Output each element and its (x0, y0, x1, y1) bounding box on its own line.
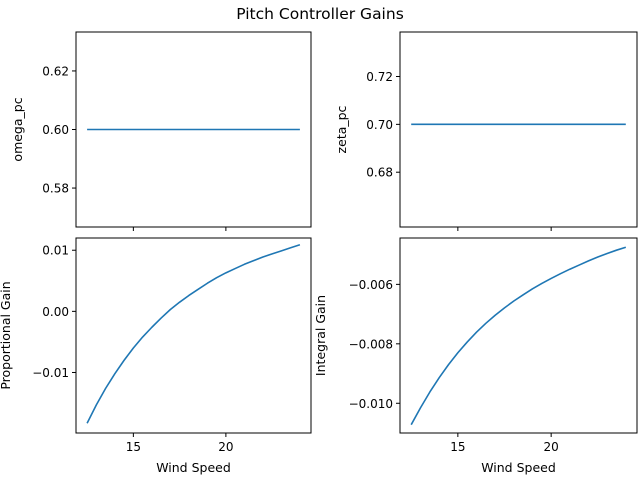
x-axis-label: Wind Speed (156, 460, 231, 475)
y-tick-label: 0.00 (42, 305, 69, 319)
x-tick-label: 20 (544, 440, 559, 454)
y-tick-label: −0.006 (349, 278, 393, 292)
series-line-4-1 (410, 246, 627, 426)
y-axis-label: zeta_pc (334, 105, 349, 153)
subplot-4: 15 20 −0.010 −0.008 −0.006 Integral Gain Wind … (313, 237, 638, 475)
y-tick-label: 0.01 (42, 244, 69, 258)
y-tick-label: 0.68 (366, 166, 393, 180)
axes-frame (399, 31, 638, 228)
y-tick-label: −0.010 (349, 397, 393, 411)
figure-title: Pitch Controller Gains (236, 5, 404, 23)
axes-frame (75, 237, 312, 434)
x-tick-label: 15 (126, 440, 141, 454)
y-tick-label: 0.58 (42, 182, 69, 196)
y-axis-label: Proportional Gain (0, 281, 13, 389)
subplot-grid: 0.58 0.60 0.62 omega_pc 0.68 0.70 0.72 zeta_pc 1… (0, 31, 638, 475)
x-tick-label: 15 (450, 440, 465, 454)
y-tick-label: 0.72 (366, 70, 393, 84)
subplot-3: 15 20 −0.01 0.00 0.01 Proportional Gain Wind S… (0, 237, 312, 475)
y-tick-label: −0.01 (32, 366, 69, 380)
y-tick-label: −0.008 (349, 337, 393, 351)
y-tick-label: 0.70 (366, 118, 393, 132)
x-tick-label: 20 (218, 440, 233, 454)
subplot-2: 0.68 0.70 0.72 zeta_pc (334, 31, 638, 231)
series-line-3-1 (86, 243, 301, 424)
x-axis-label: Wind Speed (481, 460, 556, 475)
y-tick-label: 0.60 (42, 123, 69, 137)
axes-frame (399, 237, 638, 434)
y-axis-label: omega_pc (10, 97, 25, 161)
y-axis-label: Integral Gain (313, 295, 328, 376)
y-tick-label: 0.62 (42, 64, 69, 78)
subplot-1: 0.58 0.60 0.62 omega_pc (10, 31, 312, 231)
